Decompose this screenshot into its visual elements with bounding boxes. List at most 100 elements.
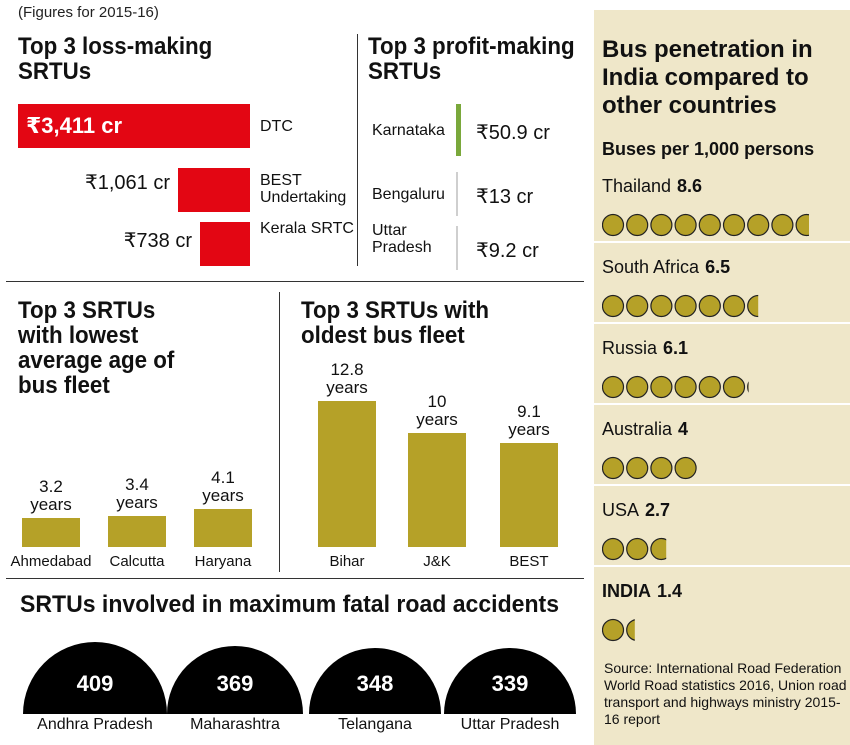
lowest-age-bar [22, 518, 80, 547]
profit-bar [456, 226, 458, 270]
country-value: 1.4 [657, 581, 683, 601]
bus-partial-circle [626, 619, 635, 641]
oldest-fleet-bar [500, 443, 558, 547]
country-name: INDIA [602, 581, 651, 601]
country-label: INDIA 1.4 [602, 581, 682, 602]
oldest-fleet-category-label: Bihar [329, 553, 365, 570]
oldest-fleet-title: Top 3 SRTUs with oldest bus fleet [301, 297, 490, 349]
bus-unit-circle [650, 375, 673, 399]
bus-unit-circle [771, 213, 794, 237]
bus-partial-circle [650, 537, 667, 561]
loss-chart: ₹3,411 cr DTC ₹1,061 cr BEST Undertaking ₹73… [0, 100, 360, 270]
accident-count-label: 348 [356, 671, 394, 696]
accident-state-label: Uttar Pradesh [440, 716, 580, 734]
penetration-chart: Thailand 8.6 South Africa 6.5 Russia 6.1 Austr… [594, 170, 850, 660]
profit-value-label: ₹13 cr [476, 186, 534, 208]
loss-category-label: BEST Undertaking [260, 172, 347, 206]
bus-unit-circle [674, 294, 697, 318]
circle-row [602, 618, 635, 642]
circle-row [602, 213, 810, 237]
oldest-fleet-category-label: BEST [509, 553, 549, 570]
profit-bar [456, 104, 461, 156]
lowest-age-value-unit: years [116, 493, 158, 512]
circle-row [602, 456, 697, 480]
profit-category-label: Karnataka [372, 122, 445, 139]
circle-row [602, 375, 749, 399]
bus-penetration-panel: Bus penetration in India compared to oth… [594, 10, 850, 745]
lowest-age-value-label: 3.4 years [98, 476, 176, 512]
bus-unit-circle [674, 456, 697, 480]
bus-unit-circle [698, 294, 721, 318]
accidents-title: SRTUs involved in maximum fatal road acc… [20, 591, 560, 618]
lowest-age-category-label: Ahmedabad [10, 553, 92, 570]
bus-unit-circle [602, 375, 625, 399]
lowest-age-value-number: 3.4 [125, 475, 149, 494]
oldest-fleet-bar [408, 433, 466, 547]
bus-unit-circle [722, 294, 746, 318]
profit-section-title: Top 3 profit-making SRTUs [368, 33, 575, 85]
loss-category-label: Kerala SRTC [260, 220, 354, 237]
country-label: Russia 6.1 [602, 338, 688, 359]
bus-unit-circle [747, 213, 770, 237]
bus-unit-circle [698, 375, 721, 399]
loss-bar [178, 168, 250, 212]
row-separator [594, 565, 850, 567]
bus-unit-circle [602, 456, 625, 480]
loss-value-label: ₹1,061 cr [85, 172, 170, 194]
profit-chart: Karnataka ₹50.9 cr Bengaluru ₹13 cr Uttar Pr… [360, 100, 590, 270]
bus-unit-circle [674, 213, 697, 237]
country-value: 6.5 [705, 257, 731, 277]
profit-value-label: ₹50.9 cr [476, 122, 550, 144]
bus-unit-circle [626, 375, 649, 399]
country-label: South Africa 6.5 [602, 257, 730, 278]
divider-middle-row [6, 578, 584, 579]
circle-row [602, 294, 759, 318]
panel-title: Bus penetration in India compared to oth… [602, 36, 813, 119]
loss-value-label: ₹738 cr [123, 230, 192, 252]
divider-age-sections [279, 292, 280, 572]
accident-arch [23, 642, 167, 714]
bus-unit-circle [626, 213, 649, 237]
oldest-fleet-value-label: 9.1 years [490, 403, 568, 439]
country-name: Russia [602, 338, 658, 358]
lowest-age-title: Top 3 SRTUs with lowest average age of b… [18, 297, 175, 399]
oldest-fleet-chart: 12.8 years Bihar 10 years J&K 9.1 years BEST [282, 361, 582, 575]
country-name: USA [602, 500, 640, 520]
bus-unit-circle [722, 213, 746, 237]
oldest-fleet-value-number: 10 [427, 392, 447, 411]
bus-unit-circle [650, 294, 673, 318]
lowest-age-category-label: Calcutta [109, 553, 165, 570]
bus-partial-circle [795, 213, 810, 237]
country-name: Thailand [602, 176, 672, 196]
oldest-fleet-value-number: 12.8 [330, 360, 364, 379]
country-name: South Africa [602, 257, 700, 277]
bus-unit-circle [602, 618, 625, 642]
loss-category-label: DTC [260, 118, 293, 135]
accident-count-label: 339 [491, 671, 529, 696]
country-name: Australia [602, 419, 673, 439]
lowest-age-bar [108, 516, 166, 547]
loss-section-title: Top 3 loss-making SRTUs [18, 33, 213, 85]
profit-category-label: Uttar Pradesh [372, 222, 432, 256]
lowest-age-category-label: Haryana [194, 553, 252, 570]
oldest-fleet-value-unit: years [508, 420, 550, 439]
accident-count-label: 369 [216, 671, 254, 696]
country-label: Australia 4 [602, 419, 688, 440]
profit-bar [456, 172, 458, 216]
country-value: 4 [678, 419, 689, 439]
row-separator [594, 241, 850, 243]
lowest-age-value-label: 3.2 years [12, 478, 90, 514]
bus-unit-circle [602, 294, 625, 318]
row-separator [594, 403, 850, 405]
oldest-fleet-category-label: J&K [423, 553, 451, 570]
row-separator [594, 322, 850, 324]
accident-arch [167, 646, 303, 714]
source-note: Source: International Road Federation Wo… [604, 660, 847, 727]
bus-unit-circle [674, 375, 697, 399]
bus-unit-circle [626, 456, 649, 480]
loss-bar [18, 104, 250, 148]
bus-partial-circle [747, 294, 759, 318]
oldest-fleet-value-unit: years [416, 410, 458, 429]
loss-value-label: ₹3,411 cr [26, 113, 123, 138]
lowest-age-chart: 3.2 years Ahmedabad 3.4 years Calcutta 4.1 year… [0, 380, 280, 575]
